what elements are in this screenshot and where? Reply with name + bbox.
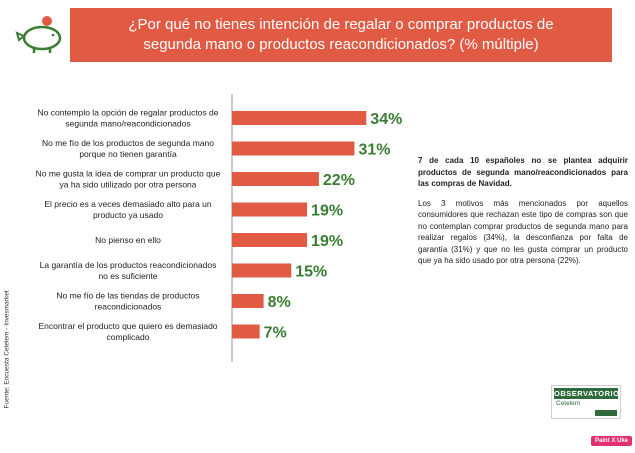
bar-6 [232, 294, 264, 308]
value-label-7: 7% [264, 325, 287, 342]
logo-subtitle: Cetelem [556, 400, 581, 407]
value-label-4: 19% [311, 233, 343, 250]
category-label-0: No contemplo la opción de regalar produc… [38, 108, 219, 129]
bar-2 [232, 172, 319, 186]
observatorio-logo: OBSERVATORIO Cetelem [551, 385, 621, 419]
category-label-1: No me fío de los productos de segunda ma… [42, 138, 214, 159]
bnp-mark-icon [595, 410, 617, 416]
category-label-2: No me gusta la idea de comprar un produc… [36, 169, 221, 190]
category-label-7: Encontrar el producto que quiero es dema… [38, 321, 217, 342]
logo-title: OBSERVATORIO [554, 388, 620, 399]
paint-badge: Paint X Uke [591, 436, 633, 446]
value-label-1: 31% [358, 142, 390, 159]
value-label-5: 15% [295, 264, 327, 281]
value-label-0: 34% [370, 111, 402, 128]
side-panel: 7 de cada 10 españoles no se plantea adq… [418, 155, 628, 267]
body-text: Los 3 motivos más mencionados por aquell… [418, 198, 628, 266]
bar-0 [232, 111, 367, 125]
category-label-3: El precio es a veces demasiado alto para… [44, 199, 212, 220]
chart-title: ¿Por qué no tienes intención de regalar … [128, 16, 554, 53]
category-label-6: No me fío de las tiendas de productos rea… [56, 291, 199, 312]
value-label-3: 19% [311, 203, 343, 220]
bar-4 [232, 233, 308, 247]
value-label-6: 8% [268, 294, 291, 311]
bar-1 [232, 141, 355, 156]
bar-3 [232, 202, 308, 217]
value-label-2: 22% [323, 172, 355, 189]
piggy-bank-icon [15, 16, 62, 53]
bar-5 [232, 263, 292, 278]
title-banner: ¿Por qué no tienes intención de regalar … [70, 8, 612, 62]
bar-7 [232, 324, 260, 339]
category-label-5: La garantía de los productos reacondicio… [40, 260, 217, 281]
highlight-text: 7 de cada 10 españoles no se plantea adq… [418, 156, 628, 188]
bar-chart: 34% No contemplo la opción de regalar pro… [36, 94, 402, 362]
category-label-4: No pienso en ello [95, 235, 161, 245]
